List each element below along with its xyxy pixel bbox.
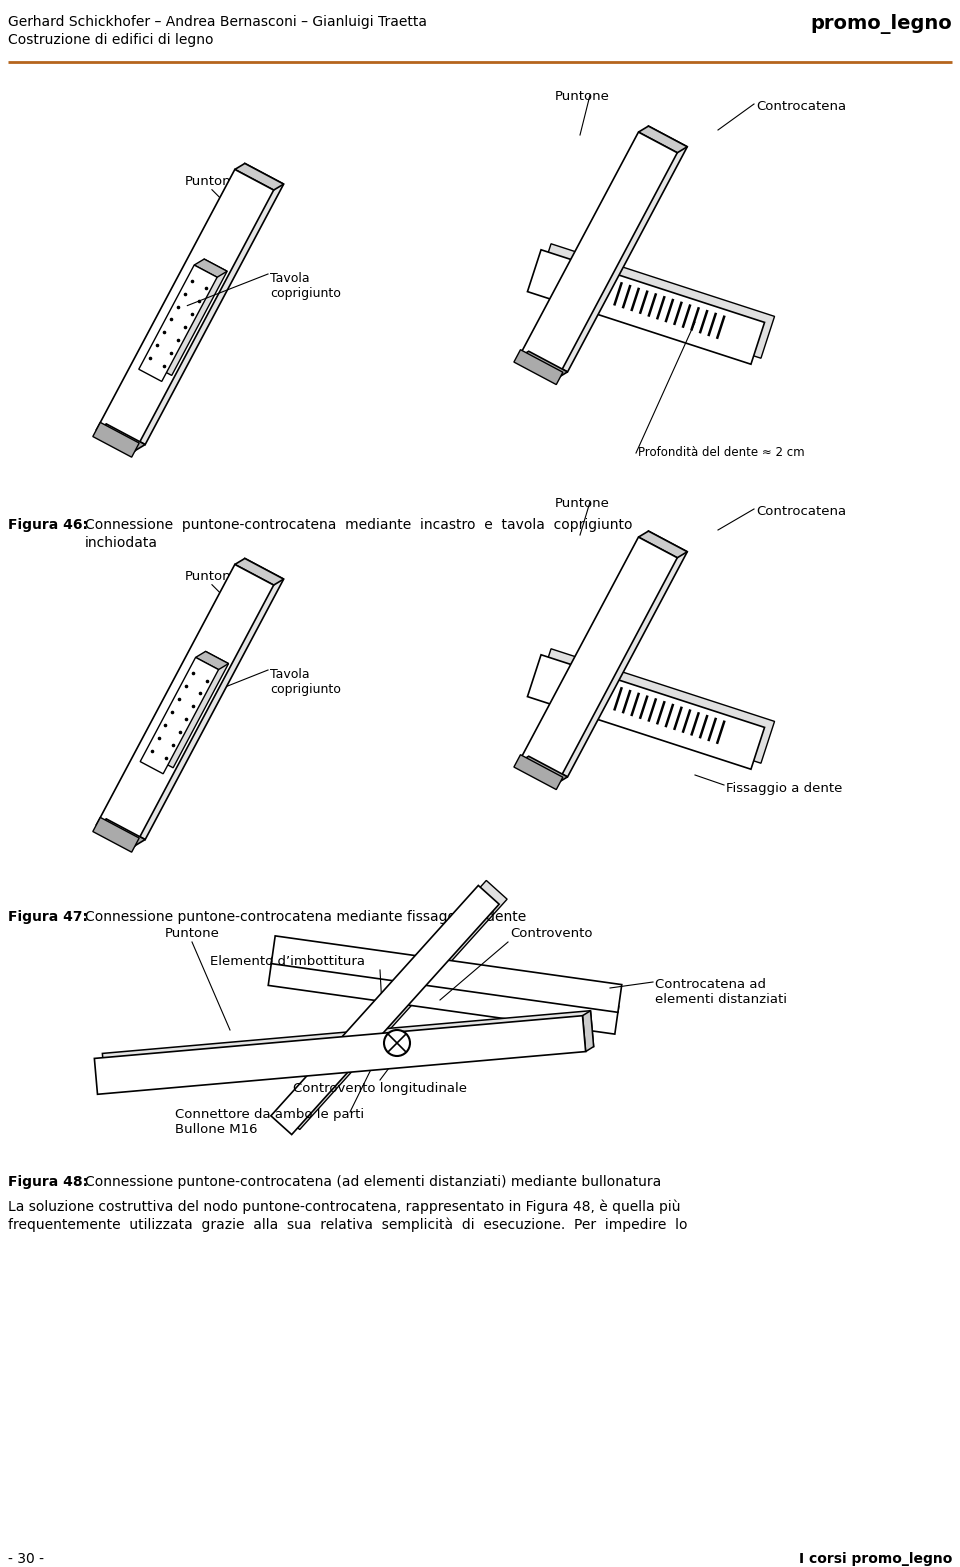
Polygon shape (150, 652, 228, 768)
Polygon shape (196, 652, 228, 669)
Polygon shape (96, 169, 274, 451)
Text: Elemento d’imbottitura: Elemento d’imbottitura (210, 954, 365, 968)
Text: Profondità del dente ≈ 2 cm: Profondità del dente ≈ 2 cm (638, 447, 804, 459)
Polygon shape (149, 259, 228, 376)
Polygon shape (518, 132, 678, 378)
Text: promo_legno: promo_legno (810, 14, 952, 34)
Circle shape (384, 1030, 410, 1056)
Polygon shape (638, 531, 687, 558)
Polygon shape (139, 265, 217, 381)
Polygon shape (103, 1011, 593, 1089)
Text: inchiodata: inchiodata (85, 536, 158, 550)
Text: Tavola
coprigiunto: Tavola coprigiunto (270, 273, 341, 299)
Polygon shape (638, 125, 687, 152)
Text: Controvento longitudinale: Controvento longitudinale (293, 1081, 467, 1095)
Polygon shape (514, 755, 563, 790)
Polygon shape (529, 125, 687, 371)
Text: Controcatena ad
elementi distanziati: Controcatena ad elementi distanziati (655, 978, 787, 1006)
Text: Connettore da ambo le parti
Bullone M16: Connettore da ambo le parti Bullone M16 (175, 1108, 364, 1136)
Polygon shape (107, 558, 283, 840)
Polygon shape (235, 558, 283, 584)
Text: Puntone: Puntone (184, 570, 239, 583)
Polygon shape (94, 1015, 586, 1094)
Polygon shape (93, 423, 139, 458)
Polygon shape (279, 881, 507, 1130)
Text: Connessione puntone-controcatena (ad elementi distanziati) mediante bullonatura: Connessione puntone-controcatena (ad ele… (85, 1175, 661, 1189)
Polygon shape (583, 1011, 593, 1051)
Text: Connessione puntone-controcatena mediante fissaggio a dente: Connessione puntone-controcatena mediant… (85, 910, 526, 925)
Polygon shape (107, 163, 283, 445)
Text: Puntone: Puntone (555, 497, 610, 509)
Text: Figura 46:: Figura 46: (8, 519, 88, 533)
Text: Connessione  puntone-controcatena  mediante  incastro  e  tavola  coprigiunto: Connessione puntone-controcatena mediant… (85, 519, 633, 533)
Polygon shape (140, 658, 219, 774)
Text: La soluzione costruttiva del nodo puntone-controcatena, rappresentato in Figura : La soluzione costruttiva del nodo punton… (8, 1200, 681, 1214)
Text: - 30 -: - 30 - (8, 1551, 44, 1565)
Polygon shape (96, 425, 145, 451)
Polygon shape (527, 249, 764, 364)
Polygon shape (527, 655, 764, 769)
Polygon shape (271, 885, 499, 1135)
Text: Controcatena: Controcatena (756, 100, 846, 113)
Polygon shape (538, 649, 775, 763)
Polygon shape (235, 163, 283, 190)
Polygon shape (529, 531, 687, 777)
Text: I corsi promo_legno: I corsi promo_legno (799, 1551, 952, 1565)
Polygon shape (194, 259, 228, 277)
Text: Gerhard Schickhofer – Andrea Bernasconi – Gianluigi Traetta: Gerhard Schickhofer – Andrea Bernasconi … (8, 16, 427, 30)
Text: Puntone: Puntone (164, 928, 220, 940)
Polygon shape (518, 537, 678, 784)
Text: Fissaggio a dente: Fissaggio a dente (726, 782, 842, 794)
Polygon shape (93, 818, 139, 852)
Text: Figura 47:: Figura 47: (8, 910, 88, 925)
Polygon shape (390, 1033, 404, 1053)
Text: Figura 48:: Figura 48: (8, 1175, 88, 1189)
Text: frequentemente  utilizzata  grazie  alla  sua  relativa  semplicità  di  esecuzi: frequentemente utilizzata grazie alla su… (8, 1218, 687, 1233)
Polygon shape (96, 820, 145, 846)
Polygon shape (268, 957, 618, 1034)
Polygon shape (518, 351, 567, 378)
Text: Puntone: Puntone (184, 174, 239, 188)
Text: Controvento: Controvento (510, 928, 592, 940)
Text: Tavola
coprigiunto: Tavola coprigiunto (270, 668, 341, 696)
Polygon shape (514, 349, 563, 384)
Polygon shape (518, 757, 567, 784)
Text: Costruzione di edifici di legno: Costruzione di edifici di legno (8, 33, 213, 47)
Polygon shape (96, 564, 274, 846)
Polygon shape (538, 244, 775, 359)
Polygon shape (272, 935, 622, 1012)
Text: Controcatena: Controcatena (756, 505, 846, 519)
Text: Puntone: Puntone (555, 89, 610, 103)
